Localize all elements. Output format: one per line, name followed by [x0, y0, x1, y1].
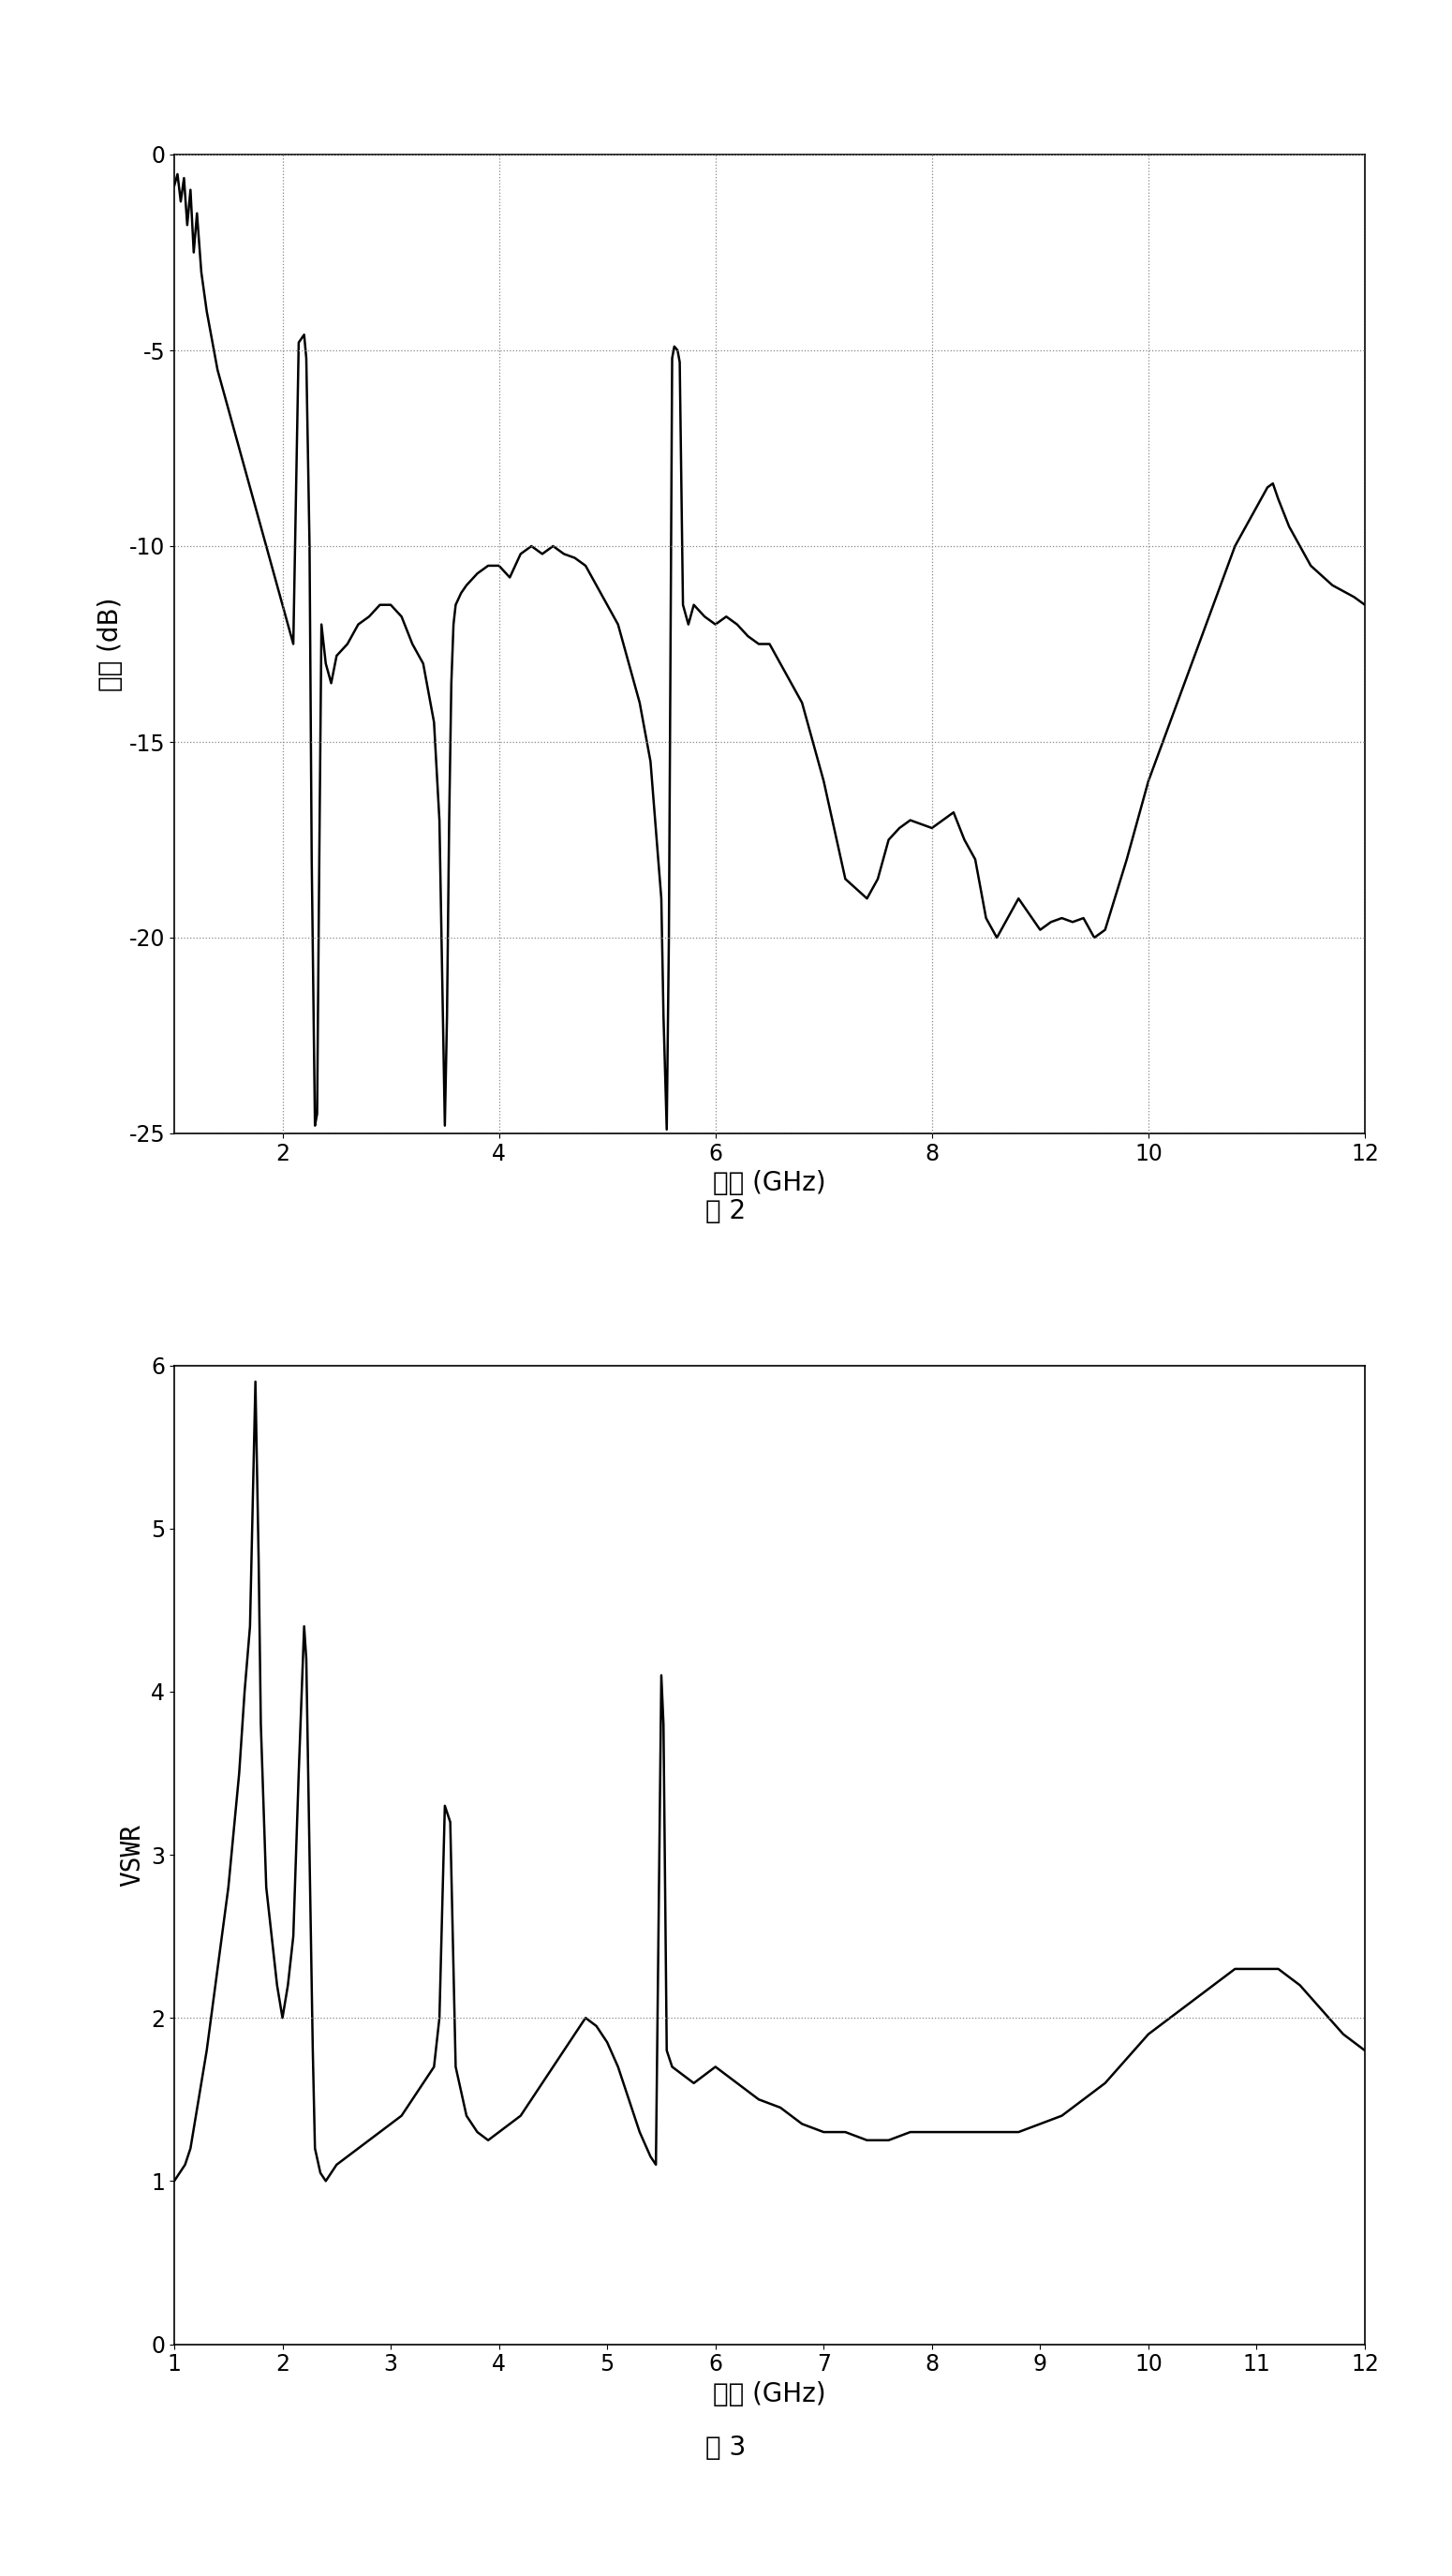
Y-axis label: 幅度 (dB): 幅度 (dB)	[97, 598, 123, 690]
X-axis label: 频率 (GHz): 频率 (GHz)	[713, 2380, 826, 2406]
Y-axis label: VSWR: VSWR	[119, 1824, 145, 1886]
Text: 图 2: 图 2	[706, 1198, 746, 1224]
Text: 图 3: 图 3	[706, 2434, 746, 2460]
X-axis label: 频率 (GHz): 频率 (GHz)	[713, 1170, 826, 1195]
